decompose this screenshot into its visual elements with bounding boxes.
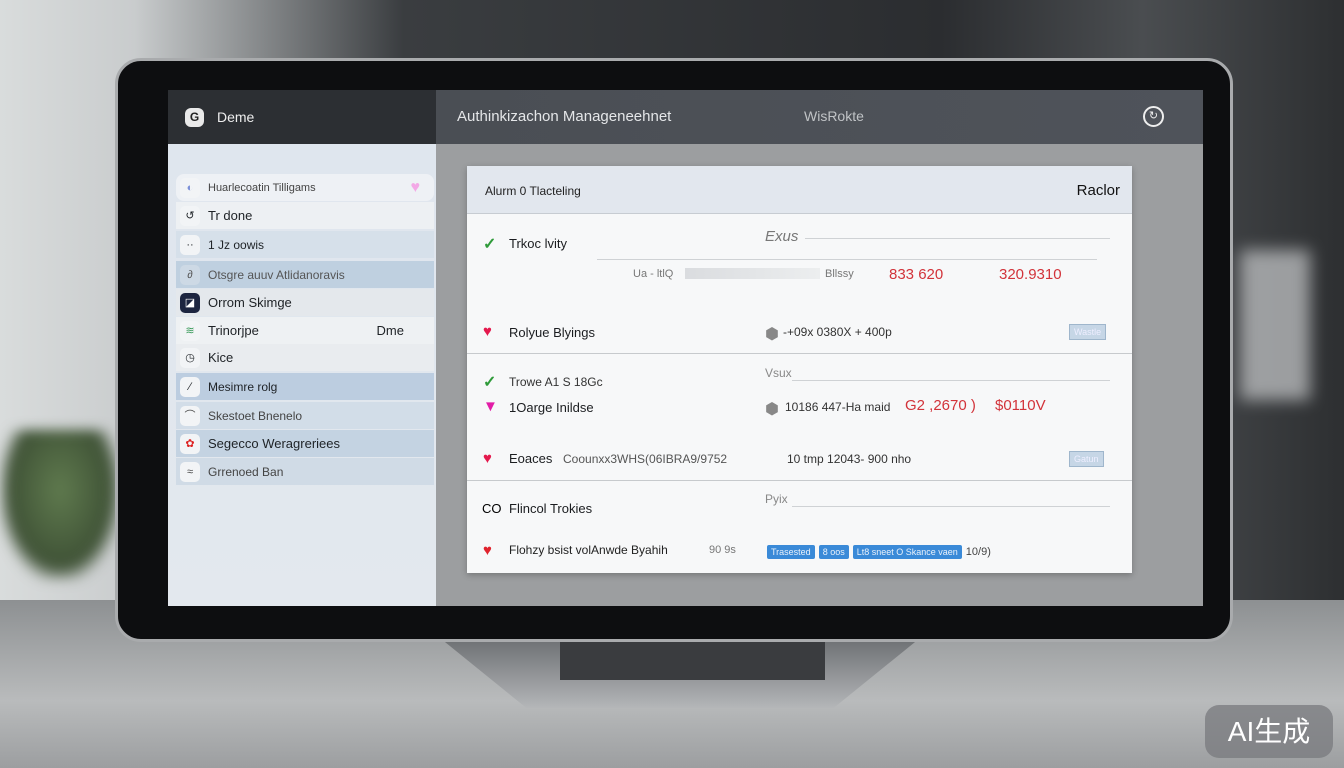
brand-name: Deme <box>217 109 255 125</box>
bell-icon: ⌒ <box>180 405 200 426</box>
row-separator <box>467 353 1132 354</box>
clock-icon: ◷ <box>180 347 200 368</box>
divider-line <box>792 380 1110 381</box>
app-logo: G <box>185 108 204 127</box>
heart-icon: ♥ <box>483 450 492 467</box>
sidebar-item[interactable]: ◪ Orrom Skimge <box>176 289 434 316</box>
row-label: Trowe A1 S 18Gc <box>509 375 603 389</box>
row-detail: 10 tmp 12043- 900 nho <box>787 452 912 466</box>
divider-line <box>792 506 1110 507</box>
red-logo-icon: ✿ <box>180 433 200 454</box>
field-label: Exus <box>765 228 799 245</box>
row-detail: 10186 447-Ha maid <box>785 400 891 414</box>
check-icon: ✓ <box>483 374 497 391</box>
wave-icon: ≈ <box>180 461 200 482</box>
sidebar-item[interactable]: ↺ Tr done <box>176 202 434 229</box>
row-label: Eoaces <box>509 451 553 466</box>
page-title: Authinkizachon Manageneehnet <box>457 108 672 125</box>
card-header: Alurm 0 Tlacteling Raclor <box>467 166 1132 214</box>
background-plant <box>0 430 120 580</box>
status-code: CO <box>482 501 502 516</box>
row-label: Flohzy bsist volAnwde Byahih <box>509 543 668 557</box>
sidebar: ◐ Huarlecoatin Tilligams ♥ ↺ Tr done ·· 1 Jz… <box>168 144 436 606</box>
sidebar-item[interactable]: ∕ Mesimre rolg <box>176 373 434 400</box>
heart-icon: ♥ <box>483 323 492 340</box>
card-action-button[interactable]: Raclor <box>1076 182 1120 199</box>
monitor-neck <box>560 640 825 680</box>
row-count: 10/9) <box>965 546 991 558</box>
row-detail: -+09x 0380X + 400p <box>783 325 892 339</box>
row-separator <box>467 480 1132 481</box>
circle-icon: ◐ <box>180 177 200 198</box>
heart-icon[interactable]: ♥ <box>410 178 421 196</box>
divider-line <box>805 238 1110 239</box>
sidebar-item-label: Orrom Skimge <box>208 295 292 310</box>
status-pill[interactable]: Gatun <box>1069 451 1104 467</box>
sidebar-item-label: 1 Jz oowis <box>208 237 265 252</box>
app-header: G Deme Authinkizachon Manageneehnet WisR… <box>168 90 1203 144</box>
sidebar-item-label: Trinorjpe <box>208 323 259 338</box>
sidebar-item[interactable]: ◐ Huarlecoatin Tilligams ♥ <box>176 174 434 201</box>
stripes-icon: ≋ <box>180 320 200 341</box>
sidebar-item[interactable]: ∂ Otsgre auuv Atlidanoravis <box>176 261 434 288</box>
link-icon: ∂ <box>180 264 200 285</box>
shield-icon: ⬢ <box>765 401 779 418</box>
field-label: Vsux <box>765 366 792 380</box>
sidebar-item-label: Skestoet Bnenelo <box>208 408 303 423</box>
sidebar-item[interactable]: ◷ Kice <box>176 344 434 371</box>
sidebar-item-label: Segecco Weragreriees <box>208 436 340 451</box>
status-pill[interactable]: Wastle <box>1069 324 1107 340</box>
row-label: 1Oarge Inildse <box>509 400 594 415</box>
field-label: Pyix <box>765 492 788 506</box>
row-meta: 90 9s <box>709 544 736 556</box>
check-icon: ✓ <box>483 236 497 253</box>
text-input[interactable] <box>685 268 820 279</box>
divider-line <box>597 259 1097 260</box>
input-suffix: Bllssy <box>825 268 854 280</box>
background-window <box>1240 250 1310 400</box>
badge[interactable]: Lt8 sneet O Skance vaen <box>852 545 962 559</box>
square-icon: ◪ <box>180 292 200 313</box>
sidebar-item[interactable]: ≈ Grrenoed Ban <box>176 458 434 485</box>
sidebar-item-label: Kice <box>208 350 234 365</box>
heart-icon: ♥ <box>483 542 492 559</box>
value-primary: G2 ,2670 ) <box>905 397 976 414</box>
alarm-tracking-card: Alurm 0 Tlacteling Raclor ✓ Trkoc lvity … <box>467 166 1132 573</box>
row-label: Trkoc lvity <box>509 236 568 251</box>
refresh-icon: ↺ <box>180 205 200 226</box>
sidebar-item-label: Mesimre rolg <box>208 379 278 394</box>
value-secondary: $0110V <box>995 397 1046 414</box>
badge-group: Trasested 8 oos Lt8 sneet O Skance vaen 10/… <box>767 542 991 560</box>
header-subtitle[interactable]: WisRokte <box>804 108 864 124</box>
dots-icon: ·· <box>180 234 200 255</box>
row-label: Rolyue Blyings <box>509 325 595 340</box>
pen-icon: ∕ <box>180 376 200 397</box>
badge[interactable]: 8 oos <box>818 545 849 559</box>
user-circle-icon[interactable]: ↻ <box>1143 106 1164 127</box>
sidebar-item-extra: Dme <box>376 323 404 338</box>
badge[interactable]: Trasested <box>767 545 815 559</box>
row-label: Flincol Trokies <box>509 501 593 516</box>
input-prefix: Ua - ltlQ <box>633 268 674 280</box>
sidebar-item-label: Huarlecoatin Tilligams <box>208 181 316 194</box>
card-title: Alurm 0 Tlacteling <box>485 184 581 198</box>
value-secondary: 320.9310 <box>999 266 1062 283</box>
shield-icon: ⬢ <box>765 326 779 343</box>
sidebar-item[interactable]: ≋ Trinorjpe Dme <box>176 317 434 344</box>
sidebar-item-label: Grrenoed Ban <box>208 464 284 479</box>
sidebar-item-label: Tr done <box>208 208 253 223</box>
value-primary: 833 620 <box>889 266 944 283</box>
ai-generated-watermark: AI生成 <box>1205 705 1333 758</box>
heart-icon: ▼ <box>483 398 498 415</box>
sidebar-item[interactable]: ✿ Segecco Weragreriees <box>176 430 434 457</box>
sidebar-item-label: Otsgre auuv Atlidanoravis <box>208 267 345 282</box>
row-code: Coounxx3WHS(06IBRA9/9752 <box>563 452 728 466</box>
sidebar-item[interactable]: ·· 1 Jz oowis <box>176 231 434 258</box>
sidebar-item[interactable]: ⌒ Skestoet Bnenelo <box>176 402 434 429</box>
screen: G Deme Authinkizachon Manageneehnet WisR… <box>168 90 1203 606</box>
